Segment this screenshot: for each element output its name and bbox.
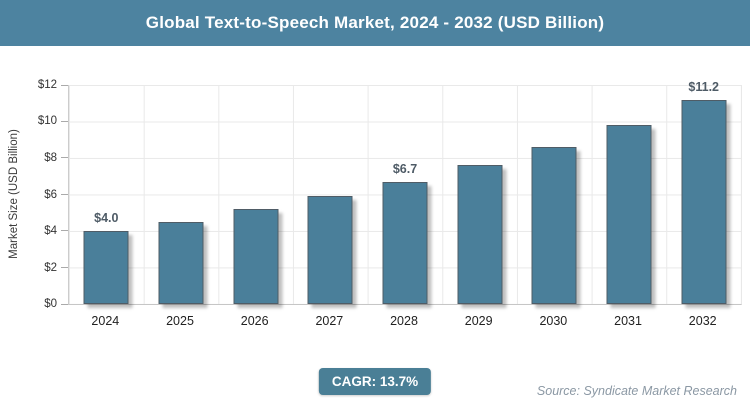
y-axis: $12 $10 $8 $6 $4 $2 $0	[0, 79, 68, 310]
chart-title: Global Text-to-Speech Market, 2024 - 203…	[145, 13, 605, 32]
x-tick-label: 2030	[539, 314, 568, 328]
bar-slot	[592, 85, 667, 304]
cagr-badge: CAGR: 13.7%	[318, 368, 432, 395]
bar-2028	[382, 181, 428, 304]
bar-slot	[218, 85, 293, 304]
source-text: Source: Syndicate Market Research	[536, 384, 737, 398]
bar-slot: $4.0	[69, 85, 144, 304]
y-tick-mark	[61, 194, 68, 195]
bar-value-label: $11.2	[688, 79, 719, 94]
x-tick-label: 2031	[614, 314, 642, 328]
plot-area: $4.0 $6.7 $11.2	[68, 80, 742, 305]
y-tick-row: $12	[38, 78, 68, 92]
bar-slot: $6.7	[368, 85, 443, 304]
bar-value-label: $4.0	[94, 211, 119, 226]
x-tick-label: 2025	[166, 314, 194, 328]
y-tick-row: $8	[44, 151, 68, 165]
y-tick-label: $6	[44, 188, 57, 201]
bar-2031	[606, 125, 652, 304]
y-tick-mark	[61, 120, 68, 122]
bar-2024	[83, 231, 129, 304]
y-tick-row: $6	[44, 188, 68, 202]
y-tick-row: $4	[44, 224, 68, 238]
bar-2032	[681, 99, 727, 304]
y-tick-mark	[61, 84, 68, 86]
bar-2026	[233, 209, 279, 304]
x-tick-label: 2028	[390, 314, 418, 328]
y-tick-mark	[61, 230, 68, 232]
y-tick-label: $10	[37, 115, 57, 128]
y-tick-row: $0	[44, 297, 68, 311]
bar-2025	[158, 221, 204, 304]
y-tick-row: $10	[38, 114, 68, 128]
y-tick-row: $2	[44, 261, 68, 275]
bars-container: $4.0 $6.7 $11.2	[69, 80, 741, 304]
bar-slot	[293, 85, 368, 304]
bar-slot: $11.2	[666, 80, 741, 304]
x-tick-label: 2032	[688, 314, 717, 328]
y-tick-mark	[61, 267, 68, 268]
y-tick-label: $2	[44, 261, 57, 274]
bar-slot	[517, 85, 592, 304]
x-axis: 2024 2025 2026 2027 2028 2029 2030 2031 2032	[68, 305, 740, 328]
bar-slot	[442, 85, 517, 304]
x-tick-label: 2026	[240, 314, 269, 328]
y-tick-mark	[61, 303, 68, 305]
y-tick-label: $8	[44, 151, 57, 164]
bar-2027	[307, 196, 353, 304]
y-tick-label: $12	[37, 79, 57, 91]
y-tick-label: $0	[44, 298, 57, 310]
title-bar: Global Text-to-Speech Market, 2024 - 203…	[0, 0, 750, 46]
y-tick-mark	[61, 157, 68, 159]
x-tick-label: 2027	[315, 314, 344, 328]
x-tick-label: 2029	[464, 314, 493, 328]
bar-value-label: $6.7	[392, 161, 418, 176]
bar-slot	[144, 85, 219, 304]
bar-2029	[457, 165, 503, 304]
y-tick-label: $4	[44, 224, 57, 237]
x-tick-label: 2024	[91, 314, 120, 328]
bar-2030	[531, 147, 577, 304]
